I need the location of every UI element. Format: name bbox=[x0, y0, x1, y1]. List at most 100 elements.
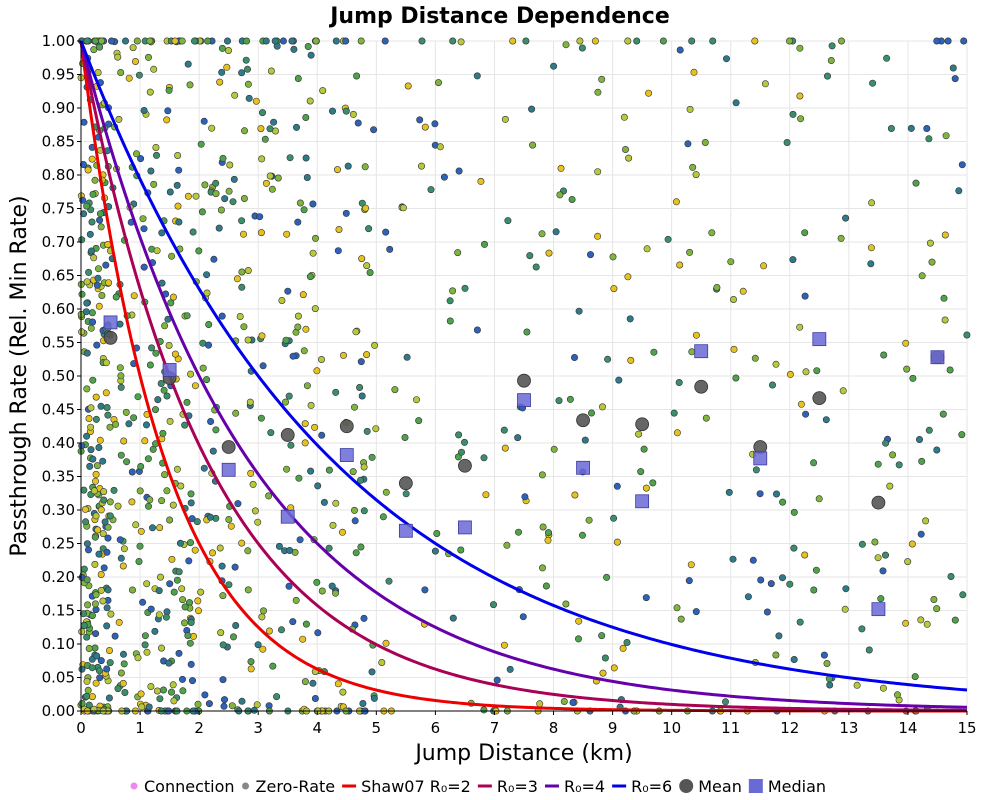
connection-point bbox=[874, 554, 882, 562]
connection-point bbox=[119, 679, 127, 687]
connection-point bbox=[880, 351, 888, 359]
connection-point bbox=[245, 94, 253, 102]
x-tick-label: 7 bbox=[490, 719, 500, 737]
connection-point bbox=[134, 393, 142, 401]
connection-point bbox=[677, 615, 685, 623]
connection-point bbox=[154, 396, 162, 404]
connection-point bbox=[186, 81, 194, 89]
connection-point bbox=[178, 585, 186, 593]
connection-point bbox=[223, 63, 231, 71]
connection-point bbox=[85, 546, 93, 554]
connection-point bbox=[294, 75, 302, 83]
connection-point bbox=[117, 383, 125, 391]
connection-point bbox=[659, 37, 667, 45]
connection-point bbox=[360, 614, 368, 622]
connection-point bbox=[351, 517, 359, 525]
connection-point bbox=[941, 231, 949, 239]
connection-point bbox=[299, 635, 307, 643]
x-tick-label: 4 bbox=[312, 719, 322, 737]
connection-point bbox=[267, 429, 275, 437]
connection-point bbox=[290, 45, 298, 53]
connection-point bbox=[244, 80, 252, 88]
connection-point bbox=[91, 644, 99, 652]
connection-point bbox=[168, 555, 176, 563]
connection-point bbox=[166, 417, 174, 425]
connection-point bbox=[166, 516, 174, 524]
y-tick-label: 0.95 bbox=[42, 66, 75, 84]
connection-point bbox=[796, 323, 804, 331]
connection-point bbox=[446, 317, 454, 325]
connection-point bbox=[106, 646, 114, 654]
connection-point bbox=[382, 488, 390, 496]
y-tick-label: 0.45 bbox=[42, 401, 75, 419]
connection-point bbox=[107, 610, 115, 618]
connection-point bbox=[538, 471, 546, 479]
connection-point bbox=[480, 240, 488, 248]
connection-point bbox=[187, 539, 195, 547]
connection-point bbox=[78, 328, 86, 336]
connection-point bbox=[238, 697, 246, 705]
connection-point bbox=[117, 372, 125, 380]
y-tick-label: 0.30 bbox=[42, 501, 75, 519]
connection-point bbox=[404, 82, 412, 90]
connection-point bbox=[918, 272, 926, 280]
connection-point bbox=[79, 196, 87, 204]
connection-point bbox=[911, 673, 919, 681]
connection-point bbox=[382, 228, 390, 236]
connection-point bbox=[83, 37, 91, 45]
connection-point bbox=[183, 398, 191, 406]
connection-point bbox=[751, 354, 759, 362]
connection-point bbox=[269, 662, 277, 670]
connection-point bbox=[116, 536, 124, 544]
connection-point bbox=[265, 627, 273, 635]
connection-point bbox=[810, 459, 818, 467]
connection-point bbox=[853, 681, 861, 689]
connection-point bbox=[110, 486, 118, 494]
connection-point bbox=[194, 700, 202, 708]
connection-point bbox=[615, 376, 623, 384]
connection-point bbox=[140, 225, 148, 233]
connection-point bbox=[92, 393, 100, 401]
connection-point bbox=[823, 659, 831, 667]
connection-point bbox=[219, 641, 227, 649]
connection-point bbox=[216, 544, 224, 552]
connection-point bbox=[256, 213, 264, 221]
connection-point bbox=[335, 226, 343, 234]
connection-point bbox=[83, 540, 91, 548]
connection-point bbox=[112, 420, 120, 428]
connection-point bbox=[686, 248, 694, 256]
mean-marker bbox=[339, 419, 354, 434]
connection-point bbox=[257, 229, 265, 237]
connection-point bbox=[96, 210, 104, 218]
connection-point bbox=[473, 326, 481, 334]
connection-point bbox=[925, 426, 933, 434]
connection-point bbox=[266, 125, 274, 133]
connection-point bbox=[97, 570, 105, 578]
connection-point bbox=[171, 350, 179, 358]
legend-swatch bbox=[679, 779, 694, 793]
connection-point bbox=[145, 53, 153, 61]
connection-point bbox=[99, 530, 107, 538]
connection-point bbox=[187, 499, 195, 507]
connection-point bbox=[97, 657, 105, 665]
connection-point bbox=[877, 595, 885, 603]
median-marker bbox=[339, 448, 354, 462]
connection-point bbox=[92, 470, 100, 478]
connection-point bbox=[381, 37, 389, 45]
connection-point bbox=[141, 641, 149, 649]
connection-point bbox=[160, 686, 168, 694]
connection-point bbox=[137, 462, 145, 470]
connection-point bbox=[879, 567, 887, 575]
connection-point bbox=[175, 649, 183, 657]
connection-point bbox=[101, 518, 109, 526]
connection-point bbox=[205, 700, 213, 708]
connection-point bbox=[244, 336, 252, 344]
connection-point bbox=[399, 204, 407, 212]
connection-point bbox=[181, 421, 189, 429]
connection-point bbox=[356, 383, 364, 391]
connection-point bbox=[352, 328, 360, 336]
connection-point bbox=[331, 589, 339, 597]
median-marker bbox=[635, 494, 650, 509]
connection-point bbox=[353, 72, 361, 80]
legend-label: R₀=3 bbox=[497, 777, 538, 796]
